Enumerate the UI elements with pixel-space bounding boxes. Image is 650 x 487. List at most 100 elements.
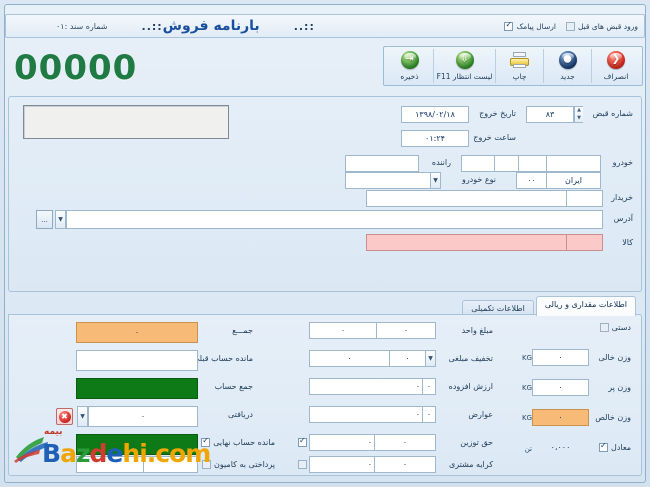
truck-payment-group[interactable]: [76, 456, 198, 473]
empty-weight-field-group[interactable]: KG ۰: [520, 349, 589, 366]
tab-supplementary[interactable]: اطلاعات تکمیلی: [462, 300, 534, 316]
equivalent-checkbox-box[interactable]: [599, 441, 609, 452]
previous-balance-label: مانده حساب قبلی: [192, 354, 253, 363]
checkbox-send-sms-label: ارسال پیامک: [516, 21, 556, 31]
title-bar: شماره سند :۰۱ ::.. بارنامه فروش ::.. ارس…: [5, 14, 645, 38]
vehicle-plate-part2[interactable]: [518, 155, 546, 172]
customer-freight-label: کرایه مشتری: [448, 460, 493, 469]
discount-amount-a[interactable]: ۰: [309, 350, 389, 367]
address-chevron-down-icon[interactable]: ▼: [55, 210, 66, 229]
weighing-fee-a[interactable]: ۰: [309, 434, 374, 451]
net-weight-field-group[interactable]: KG ۰: [520, 409, 589, 426]
discount-amount-group[interactable]: ▼ ۰ ۰: [309, 350, 436, 367]
save-button[interactable]: ⇥ ذخیره: [386, 49, 434, 83]
vehicle-plate-part1[interactable]: [546, 155, 601, 172]
full-weight-label: وزن پر: [608, 383, 631, 392]
address-field-group[interactable]: ▼ ...: [36, 210, 603, 229]
receipt-no-spinner[interactable]: ▲ ▼: [574, 106, 583, 123]
discount-amount-b[interactable]: ۰: [389, 350, 425, 367]
duties-b[interactable]: ۰: [422, 406, 436, 423]
received-group[interactable]: ۰ ▼ ✖: [56, 406, 198, 427]
goods-field-group[interactable]: [366, 234, 603, 251]
exit-date-input[interactable]: ۱۳۹۸/۰۲/۱۸: [401, 106, 469, 123]
buyer-code-input[interactable]: [566, 190, 603, 207]
vat-label: ارزش افزوده: [448, 382, 493, 391]
cancel-button[interactable]: ❮ انصراف: [592, 49, 640, 83]
vehicle-type-input[interactable]: [345, 172, 430, 189]
vehicle-type-label: نوع خودرو: [461, 175, 496, 184]
buyer-label: خریدار: [611, 193, 633, 202]
print-button-label: چاپ: [512, 72, 527, 81]
exit-date-label: تاریخ خروج: [479, 109, 516, 118]
truck-payment-checkbox[interactable]: [201, 460, 211, 469]
checkbox-previous-receipts-box[interactable]: [565, 21, 575, 31]
discount-type-chevron-down-icon[interactable]: ▼: [425, 350, 436, 367]
new-button[interactable]: ● جدید: [544, 49, 592, 83]
exit-time-label: ساعت خروج: [473, 133, 516, 142]
truck-payment-label: پرداختی به کامیون: [213, 460, 275, 469]
driver-label: راننده: [431, 158, 451, 167]
truck-payment-row[interactable]: پرداختی به کامیون: [201, 460, 275, 469]
weighing-fee-b[interactable]: ۰: [374, 434, 436, 451]
customer-freight-group[interactable]: ۰ ۰: [298, 456, 436, 473]
vat-b[interactable]: ۰: [422, 378, 436, 395]
receipt-no-input[interactable]: ۸۳: [526, 106, 574, 123]
unit-price-b[interactable]: ۰: [376, 322, 436, 339]
tab-panel-quantity-rial: دستی وزن خالی KG ۰ وزن پر KG ۰ وزن خالص …: [8, 314, 642, 476]
full-weight-input[interactable]: ۰: [532, 379, 589, 396]
buyer-field-group[interactable]: [366, 190, 603, 207]
net-weight-input[interactable]: ۰: [532, 409, 589, 426]
final-balance-checkbox[interactable]: [201, 436, 211, 447]
waiting-list-button[interactable]: ⇩ لیست انتظار F11: [434, 49, 496, 83]
vehicle-plate-part4[interactable]: [461, 155, 494, 172]
weighing-fee-checkbox[interactable]: [298, 436, 307, 447]
vehicle-plate-part3[interactable]: [494, 155, 518, 172]
customer-freight-a[interactable]: ۰: [309, 456, 374, 473]
manual-checkbox-box[interactable]: [599, 323, 609, 332]
buyer-name-input[interactable]: [366, 190, 566, 207]
address-input[interactable]: [66, 210, 603, 229]
truck-payment-b[interactable]: [143, 456, 198, 473]
new-circle-icon: ●: [558, 51, 578, 70]
received-clear-button[interactable]: ✖: [56, 408, 73, 425]
print-button[interactable]: چاپ: [496, 49, 544, 83]
duties-a[interactable]: ۰: [309, 406, 422, 423]
checkbox-send-sms-box[interactable]: [504, 20, 514, 31]
received-label: دریافتی: [228, 410, 253, 419]
full-weight-field-group[interactable]: KG ۰: [520, 379, 589, 396]
manual-checkbox-row[interactable]: دستی: [599, 323, 631, 332]
final-balance-row[interactable]: مانده حساب نهایی: [201, 436, 275, 447]
vehicle-plate-group[interactable]: [461, 155, 601, 172]
unit-price-label: مبلغ واحد: [461, 326, 493, 335]
customer-freight-checkbox[interactable]: [298, 460, 307, 469]
duties-group[interactable]: ۰ ۰: [309, 406, 436, 423]
vehicle-type-chevron-down-icon[interactable]: ▼: [430, 172, 441, 189]
driver-input[interactable]: [345, 155, 419, 172]
receipt-no-field-group[interactable]: ▲ ▼ ۸۳: [526, 106, 583, 123]
address-more-button[interactable]: ...: [36, 210, 53, 229]
received-input[interactable]: ۰: [88, 406, 198, 427]
checkbox-previous-receipts[interactable]: ورود قبض های قبل: [565, 21, 638, 31]
equivalent-unit: تن: [524, 444, 532, 453]
vehicle-type-field-group[interactable]: ▼: [345, 172, 441, 189]
vat-a[interactable]: ۰: [309, 378, 422, 395]
iran-code[interactable]: ۰۰: [516, 172, 546, 189]
vat-group[interactable]: ۰ ۰: [309, 378, 436, 395]
weighing-fee-group[interactable]: ۰ ۰: [298, 434, 436, 451]
equivalent-row[interactable]: معادل: [599, 441, 631, 452]
unit-price-a[interactable]: ۰: [309, 322, 376, 339]
iran-word: ایران: [546, 172, 601, 189]
account-total-value: [76, 378, 198, 399]
exit-time-input[interactable]: ۰۱:۲۴: [401, 130, 469, 147]
final-balance-label: مانده حساب نهایی: [213, 438, 275, 447]
goods-code-input[interactable]: [566, 234, 603, 251]
checkbox-send-sms[interactable]: ارسال پیامک: [504, 20, 556, 31]
unit-price-group[interactable]: ۰ ۰: [309, 322, 436, 339]
tab-quantity-rial[interactable]: اطلاعات مقداری و ریالی: [535, 296, 636, 316]
received-chevron-down-icon[interactable]: ▼: [77, 406, 88, 427]
truck-payment-a[interactable]: [76, 456, 143, 473]
iran-plate-group: ایران ۰۰: [516, 172, 601, 189]
empty-weight-input[interactable]: ۰: [532, 349, 589, 366]
customer-freight-b[interactable]: ۰: [374, 456, 436, 473]
goods-name-input[interactable]: [366, 234, 566, 251]
